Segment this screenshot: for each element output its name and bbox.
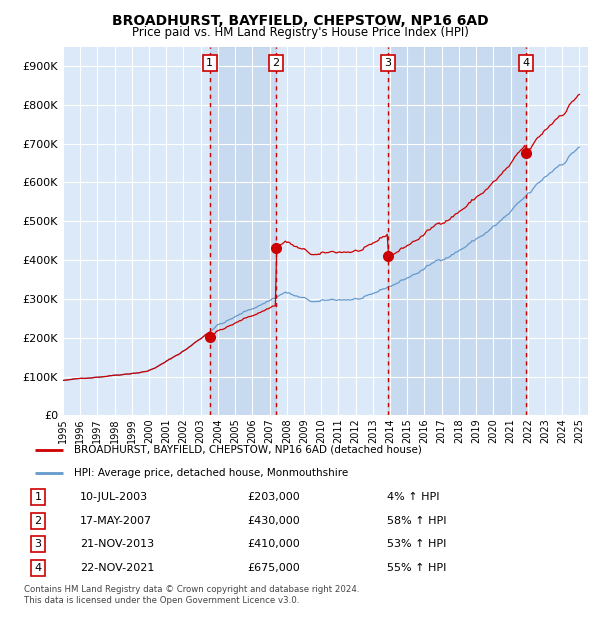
Text: 55% ↑ HPI: 55% ↑ HPI [387,563,446,573]
Text: £675,000: £675,000 [247,563,300,573]
Text: Price paid vs. HM Land Registry's House Price Index (HPI): Price paid vs. HM Land Registry's House … [131,26,469,39]
Text: 4: 4 [522,58,529,68]
Bar [210,46,276,415]
Text: 1: 1 [206,58,214,68]
Text: 53% ↑ HPI: 53% ↑ HPI [387,539,446,549]
Text: 58% ↑ HPI: 58% ↑ HPI [387,516,446,526]
Text: £203,000: £203,000 [247,492,300,502]
Bar [388,46,526,415]
Text: 3: 3 [34,539,41,549]
Text: £410,000: £410,000 [247,539,300,549]
Text: This data is licensed under the Open Government Licence v3.0.: This data is licensed under the Open Gov… [24,596,299,606]
Text: 2: 2 [272,58,280,68]
Text: 22-NOV-2021: 22-NOV-2021 [80,563,154,573]
Text: 1: 1 [34,492,41,502]
Text: £430,000: £430,000 [247,516,300,526]
Text: 17-MAY-2007: 17-MAY-2007 [80,516,152,526]
Text: 21-NOV-2013: 21-NOV-2013 [80,539,154,549]
Text: 3: 3 [385,58,392,68]
Text: 10-JUL-2003: 10-JUL-2003 [80,492,148,502]
Text: BROADHURST, BAYFIELD, CHEPSTOW, NP16 6AD (detached house): BROADHURST, BAYFIELD, CHEPSTOW, NP16 6AD… [74,445,422,454]
Text: HPI: Average price, detached house, Monmouthshire: HPI: Average price, detached house, Monm… [74,468,349,478]
Text: 4: 4 [34,563,41,573]
Text: 2: 2 [34,516,41,526]
Text: 4% ↑ HPI: 4% ↑ HPI [387,492,439,502]
Text: BROADHURST, BAYFIELD, CHEPSTOW, NP16 6AD: BROADHURST, BAYFIELD, CHEPSTOW, NP16 6AD [112,14,488,28]
Text: Contains HM Land Registry data © Crown copyright and database right 2024.: Contains HM Land Registry data © Crown c… [24,585,359,594]
